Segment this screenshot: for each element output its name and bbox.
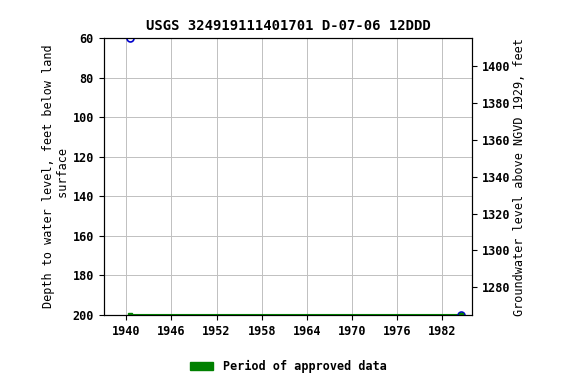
Title: USGS 324919111401701 D-07-06 12DDD: USGS 324919111401701 D-07-06 12DDD <box>146 19 430 33</box>
Y-axis label: Depth to water level, feet below land
 surface: Depth to water level, feet below land su… <box>42 45 70 308</box>
Y-axis label: Groundwater level above NGVD 1929, feet: Groundwater level above NGVD 1929, feet <box>513 38 526 316</box>
Legend: Period of approved data: Period of approved data <box>185 356 391 378</box>
